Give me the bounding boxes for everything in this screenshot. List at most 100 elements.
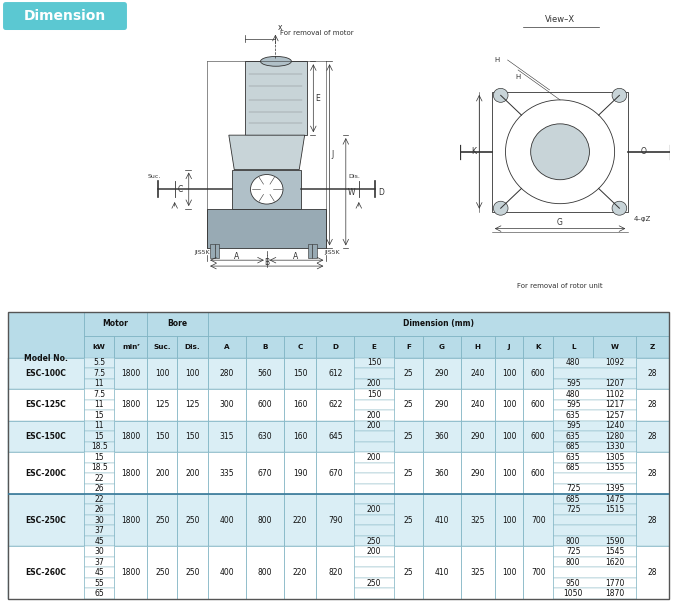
Text: 595: 595 [566, 379, 580, 388]
Bar [423, 336, 461, 358]
Text: 480: 480 [566, 390, 580, 399]
Text: 325: 325 [471, 568, 485, 577]
Text: 250: 250 [185, 568, 200, 577]
Text: 150: 150 [155, 432, 169, 441]
Bar [8, 379, 669, 389]
Bar [114, 452, 147, 494]
Text: 22: 22 [95, 474, 104, 483]
Text: 200: 200 [367, 505, 381, 514]
Text: G: G [557, 218, 563, 227]
Bar [316, 336, 355, 358]
Bar [8, 420, 669, 431]
Circle shape [531, 124, 590, 180]
Text: 635: 635 [566, 453, 580, 462]
Text: 670: 670 [257, 468, 272, 477]
Bar [8, 546, 84, 599]
Bar [114, 494, 147, 546]
Text: ESC-260C: ESC-260C [26, 568, 66, 577]
Text: 645: 645 [328, 432, 343, 441]
Bar [523, 494, 553, 546]
Bar [8, 358, 84, 389]
Text: 560: 560 [257, 369, 272, 378]
Bar [147, 336, 177, 358]
Text: H: H [494, 57, 499, 63]
Bar [246, 336, 284, 358]
Text: 11: 11 [95, 401, 104, 410]
Bar [284, 389, 316, 420]
Bar [636, 452, 669, 494]
Text: 1102: 1102 [605, 390, 624, 399]
Text: 600: 600 [531, 401, 546, 410]
Text: 1355: 1355 [605, 463, 624, 473]
Text: 37: 37 [94, 558, 104, 567]
Text: 1800: 1800 [121, 468, 140, 477]
Text: 335: 335 [219, 468, 234, 477]
Bar [84, 336, 114, 358]
Text: 595: 595 [566, 421, 580, 430]
Text: 1545: 1545 [605, 547, 624, 556]
Text: Suc.: Suc. [148, 174, 161, 180]
Text: C: C [297, 344, 303, 350]
Bar [8, 578, 669, 589]
Bar [208, 389, 246, 420]
Bar [8, 368, 669, 379]
Text: 250: 250 [367, 579, 381, 587]
Text: 28: 28 [648, 515, 657, 525]
Text: 150: 150 [185, 432, 200, 441]
Bar [636, 358, 669, 389]
Text: 240: 240 [471, 369, 485, 378]
Bar [147, 312, 208, 336]
Text: 700: 700 [531, 515, 546, 525]
Text: J: J [332, 150, 334, 159]
Text: Suc.: Suc. [154, 344, 171, 350]
Text: 1800: 1800 [121, 568, 140, 577]
Text: 15: 15 [95, 432, 104, 441]
Bar [495, 546, 523, 599]
Text: L: L [571, 344, 575, 350]
Text: 250: 250 [185, 515, 200, 525]
Bar [355, 336, 394, 358]
Text: ESC-125C: ESC-125C [26, 401, 66, 410]
Bar [177, 358, 208, 389]
Bar [215, 244, 219, 258]
Text: 400: 400 [219, 568, 234, 577]
Bar [147, 420, 177, 452]
Text: Dis.: Dis. [348, 174, 360, 180]
Text: 30: 30 [94, 515, 104, 525]
Text: 700: 700 [531, 568, 546, 577]
Bar [636, 420, 669, 452]
Text: A: A [224, 344, 230, 350]
Text: W: W [348, 188, 355, 197]
Circle shape [506, 100, 615, 204]
Text: 100: 100 [502, 568, 517, 577]
Text: 220: 220 [293, 515, 307, 525]
Bar [177, 494, 208, 546]
Bar [423, 494, 461, 546]
Text: minʳ: minʳ [122, 344, 139, 350]
Bar [423, 420, 461, 452]
Bar [461, 336, 495, 358]
Circle shape [494, 201, 508, 215]
Bar [495, 389, 523, 420]
Bar [523, 358, 553, 389]
Text: x: x [278, 23, 282, 32]
Text: 37: 37 [94, 526, 104, 535]
Text: 595: 595 [566, 401, 580, 410]
Bar [316, 420, 355, 452]
Bar [8, 526, 669, 536]
Text: 18.5: 18.5 [91, 442, 108, 451]
Text: kW: kW [93, 344, 106, 350]
Text: 150: 150 [367, 358, 381, 367]
Text: 200: 200 [367, 379, 381, 388]
Bar [8, 452, 669, 462]
Text: Dimension: Dimension [24, 9, 106, 23]
Bar [246, 546, 284, 599]
Text: 11: 11 [95, 379, 104, 388]
Bar [316, 389, 355, 420]
Text: 360: 360 [435, 468, 449, 477]
Bar [147, 452, 177, 494]
Bar [147, 389, 177, 420]
Bar [245, 61, 307, 135]
Circle shape [494, 88, 508, 102]
Text: 30: 30 [94, 547, 104, 556]
